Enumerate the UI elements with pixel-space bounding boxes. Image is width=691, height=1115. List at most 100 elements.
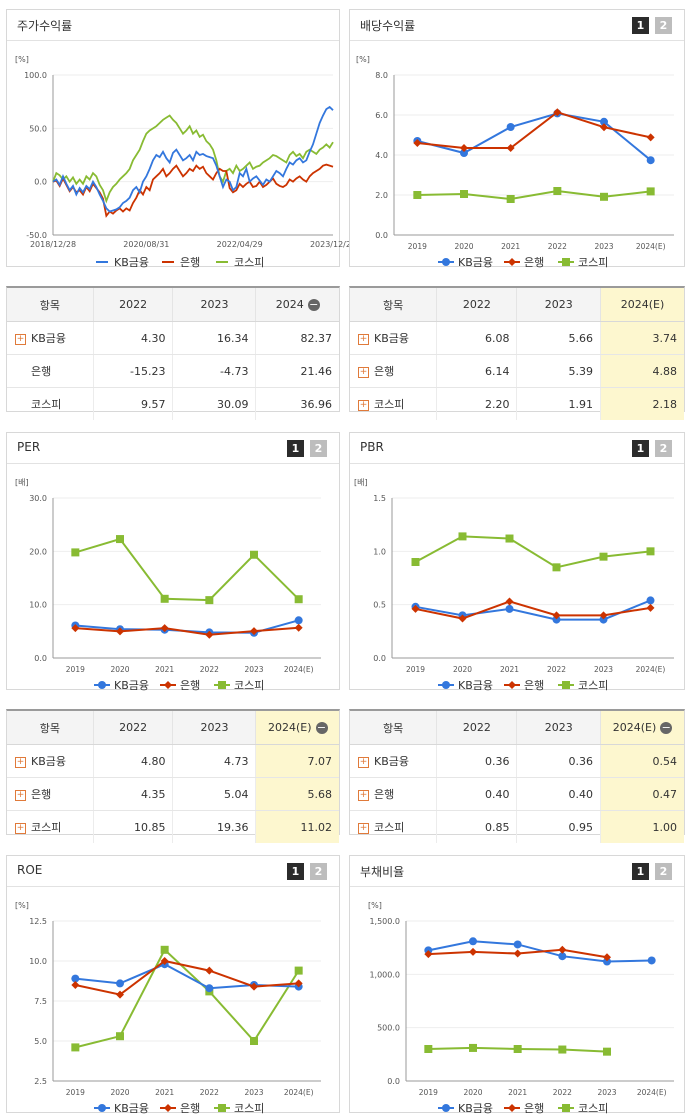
data-point (424, 1045, 433, 1053)
y-tick-label: 8.0 (375, 71, 388, 80)
expand-plus-icon[interactable]: + (15, 756, 26, 768)
column-header-label: 2022 (119, 721, 148, 734)
x-tick-label: 2021 (155, 1088, 174, 1097)
legend-label: 은행 (180, 679, 200, 692)
expand-plus-icon[interactable]: + (15, 822, 26, 834)
y-tick-label: 0.0 (373, 654, 386, 663)
column-header: 2023 (172, 288, 256, 322)
page-2-button[interactable]: 2 (655, 17, 672, 34)
page-2-button[interactable]: 2 (310, 863, 327, 880)
page-2-button[interactable]: 2 (655, 863, 672, 880)
pbr-chart: [배] 1.5 1.0 0.5 0.0 2019 2020 2021 2022 2023 2024(… (354, 478, 674, 692)
page-1-button[interactable]: 1 (287, 440, 304, 457)
page-1-button[interactable]: 1 (632, 863, 649, 880)
value-cell: 4.30 (92, 321, 173, 355)
series-line (415, 535, 651, 569)
value-cell: 0.36 (436, 744, 517, 778)
legend-swatch (508, 258, 516, 266)
x-tick-label: 2021 (155, 665, 174, 674)
collapse-minus-icon[interactable]: − (660, 721, 673, 734)
value-cell: 4.73 (172, 744, 256, 778)
value-cell: 0.54 (599, 744, 684, 778)
page-1-button[interactable]: 1 (632, 440, 649, 457)
debt-ratio-panel: 부채비율 1 2 [%] 1,500.0 1,000.0 500.0 0.0 2019 20… (349, 855, 685, 1115)
legend-label: KB금융 (458, 1102, 493, 1115)
collapse-minus-icon[interactable]: − (307, 298, 320, 311)
column-header: 항목 (350, 288, 437, 322)
pbr-panel: PBR 1 2 [배] 1.5 1.0 0.5 0.0 2019 2020 2021 2022 2… (349, 432, 685, 692)
legend-swatch (508, 681, 516, 689)
series-line (75, 537, 300, 602)
page-1-button[interactable]: 1 (632, 17, 649, 34)
expand-plus-icon[interactable]: + (358, 333, 369, 345)
value-cell: 2.20 (436, 387, 517, 420)
x-tick-label: 2022/04/29 (217, 240, 263, 249)
expand-plus-icon[interactable]: + (358, 789, 369, 801)
legend-label: 은행 (180, 256, 200, 269)
data-point (513, 1045, 522, 1053)
data-point (250, 627, 258, 636)
expand-plus-icon[interactable]: + (358, 756, 369, 768)
data-point (205, 966, 214, 975)
table-row: + 은행 0.40 0.40 0.47 (350, 777, 684, 811)
column-header: 2023 (172, 711, 256, 745)
page-2-button[interactable]: 2 (655, 440, 672, 457)
column-header-label: 2022 (462, 298, 491, 311)
expand-plus-icon[interactable]: + (15, 789, 26, 801)
expand-plus-icon[interactable]: + (358, 822, 369, 834)
y-tick-label: 0.0 (34, 654, 47, 663)
table-header-row: 항목 2022 2023 2024− (7, 288, 339, 322)
value-cell: 5.66 (516, 321, 601, 355)
value-cell: 11.02 (255, 810, 339, 843)
row-label-cell: + KB금융 (7, 321, 94, 355)
page-2-button[interactable]: 2 (310, 440, 327, 457)
data-point (205, 984, 214, 993)
per-chart: [배]30.0 20.0 10.0 0.0 2019 2020 2021 2022 2023 20… (15, 478, 321, 692)
x-tick-label: 2024(E) (636, 242, 666, 251)
stock-return-table: 항목 2022 2023 2024− + KB금융 4.30 16.34 82.37 은행 -15.… (6, 286, 340, 420)
x-tick-label: 2019 (66, 665, 85, 674)
debt-ratio-chart: [%] 1,500.0 1,000.0 500.0 0.0 2019 2020 2021 202… (368, 901, 674, 1115)
x-tick-label: 2018/12/28 (30, 240, 76, 249)
data-point (160, 594, 169, 603)
legend-swatch (98, 1104, 106, 1112)
column-header: 항목 (7, 711, 94, 745)
x-tick-label: 2020 (110, 665, 129, 674)
data-point (294, 979, 303, 988)
panel-header: PBR 1 2 (350, 433, 684, 464)
value-cell: 19.36 (172, 810, 256, 843)
table-row: + 코스피 10.85 19.36 11.02 (7, 810, 339, 843)
value-cell: 5.04 (172, 777, 256, 811)
value-cell: 2.18 (599, 387, 684, 420)
expand-plus-icon[interactable]: + (358, 366, 369, 378)
y-tick-label: 4.0 (375, 151, 388, 160)
table-row: 은행 -15.23 -4.73 21.46 (7, 354, 339, 388)
expand-plus-icon[interactable]: + (358, 399, 369, 411)
per-panel: PER 1 2 [배] 30.0 20.0 10.0 0.0 2019 2020 2021 20… (6, 432, 340, 692)
data-point (513, 949, 522, 958)
legend-swatch (508, 1104, 516, 1112)
table-header-row: 항목 2022 2023 2024(E) − (7, 711, 339, 745)
data-point (294, 966, 303, 975)
data-point (646, 603, 655, 612)
column-header: 항목 (7, 288, 94, 322)
column-header: 2022 (436, 711, 517, 745)
column-header-label: 항목 (39, 721, 61, 735)
column-header: 2024(E) (599, 288, 684, 322)
data-point (646, 133, 655, 142)
value-cell: 0.40 (436, 777, 517, 811)
legend-swatch (442, 1104, 450, 1112)
table-row: + KB금융 6.08 5.66 3.74 (350, 321, 684, 355)
legend-label: 코스피 (578, 1102, 608, 1115)
y-tick-label: 7.5 (34, 997, 47, 1006)
collapse-minus-icon[interactable]: − (315, 721, 328, 734)
data-point (71, 624, 80, 633)
y-tick-label: 100.0 (24, 71, 47, 80)
x-tick-label: 2022 (553, 1088, 572, 1097)
data-point (558, 952, 567, 961)
page-1-button[interactable]: 1 (287, 863, 304, 880)
legend-label: KB금융 (458, 256, 493, 269)
row-label-cell: + 코스피 (350, 388, 437, 421)
y-tick-label: -50.0 (26, 231, 47, 240)
expand-plus-icon[interactable]: + (15, 333, 26, 345)
